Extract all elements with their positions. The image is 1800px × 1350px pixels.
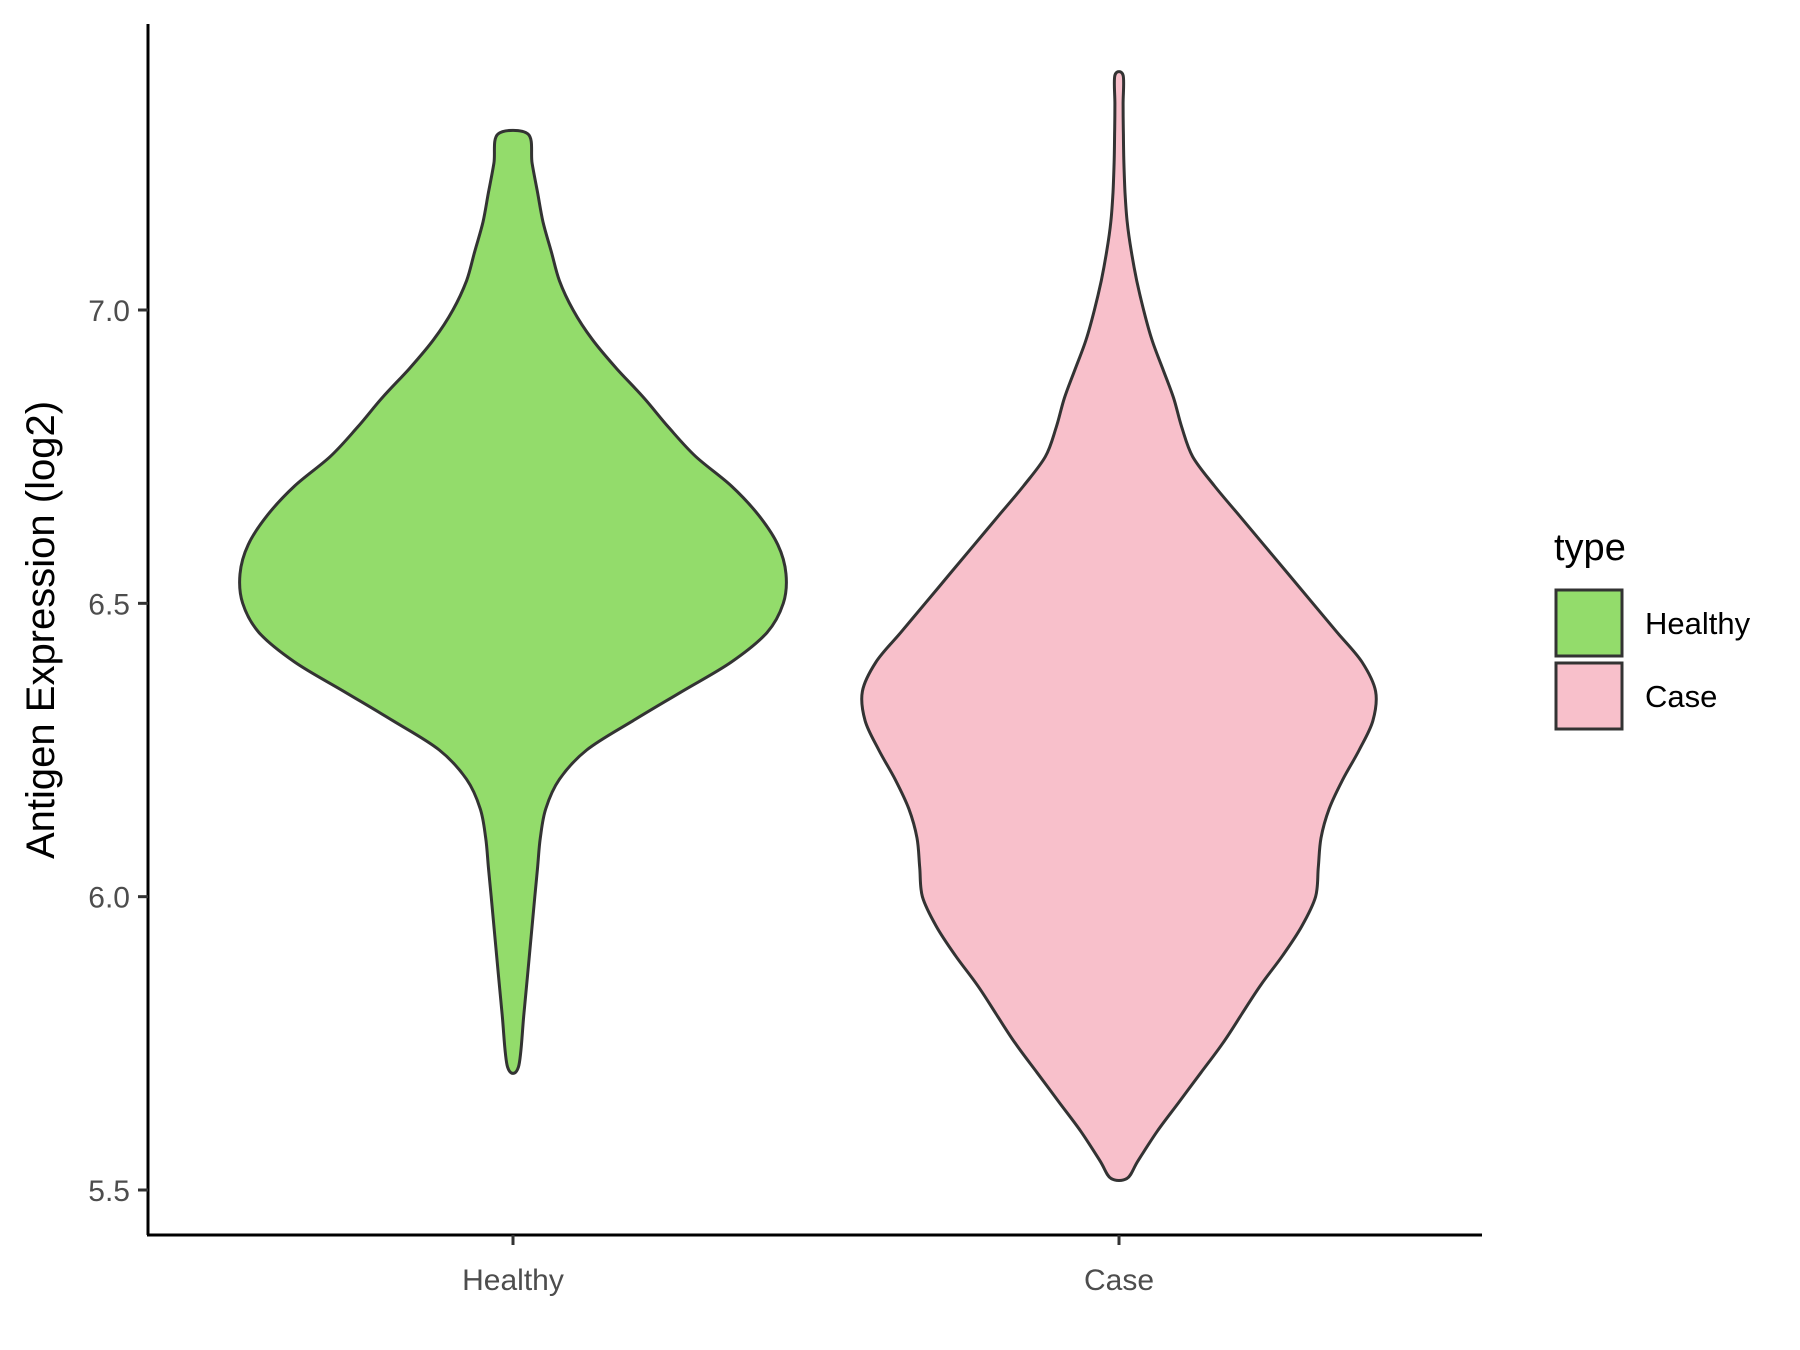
y-tick-label: 5.5 [88, 1175, 130, 1208]
y-axis-ticks: 5.5 6.0 6.5 7.0 [88, 295, 148, 1208]
legend-label-case: Case [1645, 679, 1717, 714]
x-tick-label: Healthy [462, 1264, 564, 1297]
legend-key-healthy [1554, 588, 1624, 658]
legend-key-case [1554, 661, 1624, 731]
y-tick-label: 6.5 [88, 588, 130, 621]
legend-label-healthy: Healthy [1645, 606, 1751, 641]
x-tick-label: Case [1084, 1264, 1154, 1297]
y-axis-title: Antigen Expression (log2) [19, 401, 63, 859]
violin-healthy [238, 128, 788, 1075]
violin-layer [238, 70, 1378, 1182]
y-tick-label: 6.0 [88, 882, 130, 915]
violin-case [860, 70, 1378, 1182]
legend-title: type [1554, 527, 1626, 569]
legend: type Healthy Case [1554, 527, 1751, 731]
x-axis-ticks: Healthy Case [462, 1235, 1154, 1297]
y-tick-label: 7.0 [88, 295, 130, 328]
